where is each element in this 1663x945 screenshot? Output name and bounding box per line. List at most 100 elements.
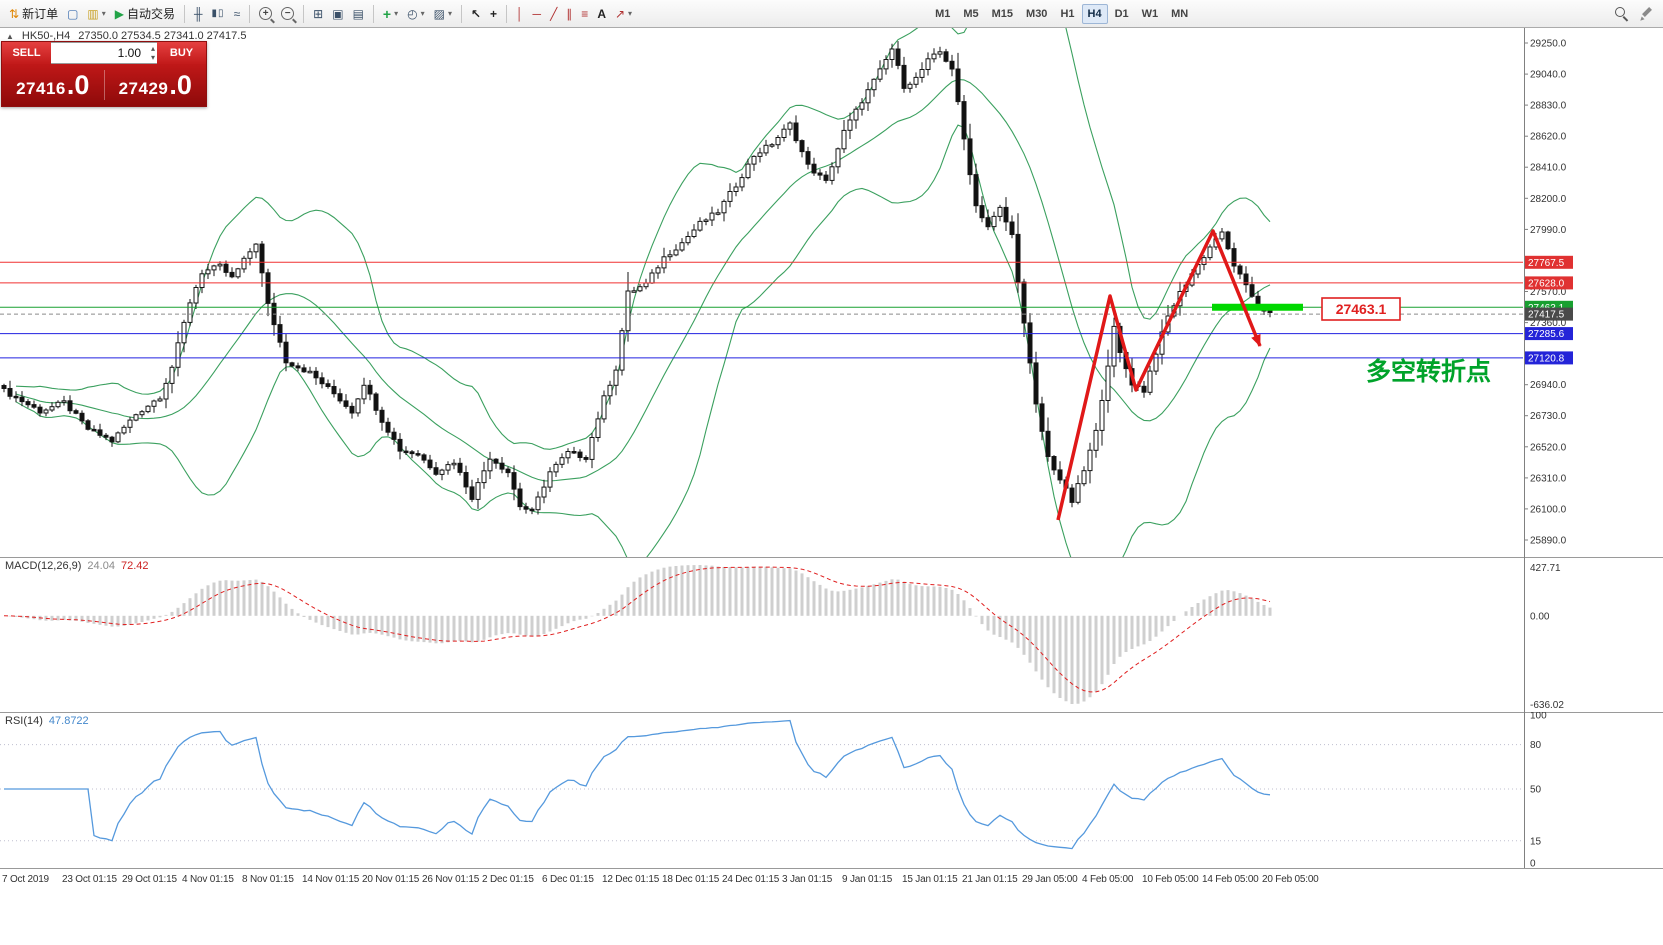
text-tool-button[interactable]: A xyxy=(593,4,610,24)
buy-price[interactable]: 27429.0 xyxy=(118,69,192,100)
cursor-tool-button[interactable]: ↖ xyxy=(467,4,485,24)
indicators-button[interactable]: + ▾ xyxy=(379,4,402,24)
fibonacci-tool-button[interactable]: ≡ xyxy=(577,4,592,24)
template-button[interactable]: ▨ ▾ xyxy=(430,4,456,24)
tf-m15[interactable]: M15 xyxy=(986,4,1019,24)
svg-text:25890.0: 25890.0 xyxy=(1530,536,1567,547)
channel-tool-button[interactable]: ∥ xyxy=(562,4,576,24)
chart-window-button[interactable]: ▢ xyxy=(63,4,82,24)
svg-text:26520.0: 26520.0 xyxy=(1530,442,1567,453)
chevron-down-icon: ▾ xyxy=(420,8,425,18)
tf-m5[interactable]: M5 xyxy=(957,4,984,24)
macd-pane[interactable]: 427.71 0.00 -636.02 xyxy=(0,557,1663,712)
zoom-out-button[interactable]: − xyxy=(277,4,298,23)
arrows-tool-button[interactable]: ↗ ▾ xyxy=(611,4,636,24)
rsi-pane[interactable]: 100 80 50 15 0 xyxy=(0,712,1663,868)
collapse-icon[interactable]: ▲ xyxy=(6,31,14,41)
svg-text:27767.5: 27767.5 xyxy=(1528,258,1565,269)
search-icon[interactable] xyxy=(1614,6,1629,21)
svg-text:27120.8: 27120.8 xyxy=(1528,353,1565,364)
vertical-line-tool-button[interactable]: │ xyxy=(512,4,528,24)
vertical-line-icon: │ xyxy=(516,6,524,21)
trendline-icon: ╱ xyxy=(550,6,558,21)
time-label: 29 Oct 01:15 xyxy=(122,874,177,885)
bars-chart-button[interactable]: ╫ xyxy=(190,4,207,24)
svg-text:27417.5: 27417.5 xyxy=(1528,310,1565,321)
svg-text:15: 15 xyxy=(1530,836,1542,847)
volume-field[interactable]: 1.00 ▴ ▾ xyxy=(51,42,157,64)
svg-text:27628.0: 27628.0 xyxy=(1528,278,1565,289)
time-label: 7 Oct 2019 xyxy=(2,874,49,885)
svg-text:27285.6: 27285.6 xyxy=(1528,329,1565,340)
tf-m1[interactable]: M1 xyxy=(929,4,956,24)
profiles-button[interactable]: ▥ ▾ xyxy=(83,4,109,24)
tf-m30[interactable]: M30 xyxy=(1020,4,1053,24)
arrange-windows-icon: ▤ xyxy=(352,6,364,21)
time-label: 20 Feb 05:00 xyxy=(1262,874,1319,885)
svg-text:0.00: 0.00 xyxy=(1530,611,1550,622)
feedback-pencil-icon[interactable] xyxy=(1638,7,1652,21)
time-label: 14 Nov 01:15 xyxy=(302,874,360,885)
time-label: 23 Oct 01:15 xyxy=(62,874,117,885)
cascade-windows-icon: ▣ xyxy=(332,6,344,21)
time-axis[interactable]: 7 Oct 2019 23 Oct 01:15 29 Oct 01:15 4 Nov … xyxy=(0,868,1663,894)
svg-text:27463.1: 27463.1 xyxy=(1336,301,1387,317)
zoom-in-icon: + xyxy=(259,7,273,20)
candles-chart-button[interactable]: ▮▯ xyxy=(208,4,229,24)
chevron-down-icon: ▾ xyxy=(628,8,633,18)
time-label: 14 Feb 05:00 xyxy=(1202,874,1259,885)
svg-text:28830.0: 28830.0 xyxy=(1530,101,1567,112)
volume-stepper[interactable]: ▴ ▾ xyxy=(151,44,155,62)
sell-price[interactable]: 27416.0 xyxy=(16,69,90,100)
rsi-indicator-label: RSI(14) 47.8722 xyxy=(5,715,89,727)
sell-button[interactable]: SELL xyxy=(2,42,51,64)
svg-text:29040.0: 29040.0 xyxy=(1530,70,1567,81)
volume-up-icon[interactable]: ▴ xyxy=(150,44,155,53)
horizontal-line-tool-button[interactable]: ─ xyxy=(529,4,546,24)
toolbar-separator xyxy=(372,4,374,23)
toolbar-separator xyxy=(249,4,251,23)
svg-text:50: 50 xyxy=(1530,785,1542,796)
svg-text:多空转折点: 多空转折点 xyxy=(1366,357,1491,386)
time-label: 29 Jan 05:00 xyxy=(1022,874,1078,885)
time-label: 18 Dec 01:15 xyxy=(662,874,720,885)
cursor-icon: ↖ xyxy=(470,6,482,21)
horizontal-line-icon: ─ xyxy=(532,6,542,21)
svg-text:0: 0 xyxy=(1530,859,1536,869)
svg-text:27360.0: 27360.0 xyxy=(1530,318,1567,329)
text-tool-icon: A xyxy=(597,6,606,21)
buy-button[interactable]: BUY xyxy=(157,42,206,64)
periods-button[interactable]: ◴ ▾ xyxy=(403,4,429,24)
arrange-windows-button[interactable]: ▤ xyxy=(349,4,368,24)
svg-text:26100.0: 26100.0 xyxy=(1530,504,1567,515)
template-icon: ▨ xyxy=(433,6,445,21)
volume-value[interactable]: 1.00 xyxy=(117,46,141,60)
zoom-in-button[interactable]: + xyxy=(255,4,276,23)
toolbar-separator xyxy=(460,4,462,23)
bars-chart-icon: ╫ xyxy=(194,6,203,21)
tf-d1[interactable]: D1 xyxy=(1109,4,1135,24)
time-label: 15 Jan 01:15 xyxy=(902,874,958,885)
crosshair-tool-button[interactable]: + xyxy=(486,4,501,24)
trendline-tool-button[interactable]: ╱ xyxy=(546,4,561,24)
tf-h4[interactable]: H4 xyxy=(1081,3,1108,24)
line-chart-button[interactable]: ≈ xyxy=(230,4,245,24)
svg-text:26310.0: 26310.0 xyxy=(1530,473,1567,484)
time-label: 10 Feb 05:00 xyxy=(1142,874,1199,885)
tile-windows-button[interactable]: ⊞ xyxy=(309,4,327,24)
tf-mn[interactable]: MN xyxy=(1165,4,1194,24)
one-click-trading-panel: SELL 1.00 ▴ ▾ BUY 27416.0 27429.0 xyxy=(1,41,207,107)
chart-ohlc-header: ▲ HK50-,H4 27350.0 27534.5 27341.0 27417… xyxy=(6,30,246,42)
auto-trading-label: 自动交易 xyxy=(127,7,176,21)
volume-down-icon[interactable]: ▾ xyxy=(150,53,155,62)
tf-w1[interactable]: W1 xyxy=(1136,4,1165,24)
channel-icon: ∥ xyxy=(566,6,573,21)
cascade-windows-button[interactable]: ▣ xyxy=(328,4,347,24)
auto-trading-button[interactable]: ▶ 自动交易 xyxy=(111,2,179,25)
main-price-chart[interactable]: 27463.1 多空转折点 29250.0 29040.0 28830.0 28620.0… xyxy=(0,28,1663,557)
main-toolbar: ⇅ 新订单 ▢ ▥ ▾ ▶ 自动交易 ╫ ▮▯ ≈ + − ⊞ ▣ ▤ + ▾ xyxy=(0,0,1663,28)
tf-h1[interactable]: H1 xyxy=(1054,4,1080,24)
new-order-label: 新订单 xyxy=(22,7,59,21)
time-label: 6 Dec 01:15 xyxy=(542,874,594,885)
new-order-button[interactable]: ⇅ 新订单 xyxy=(5,2,62,25)
